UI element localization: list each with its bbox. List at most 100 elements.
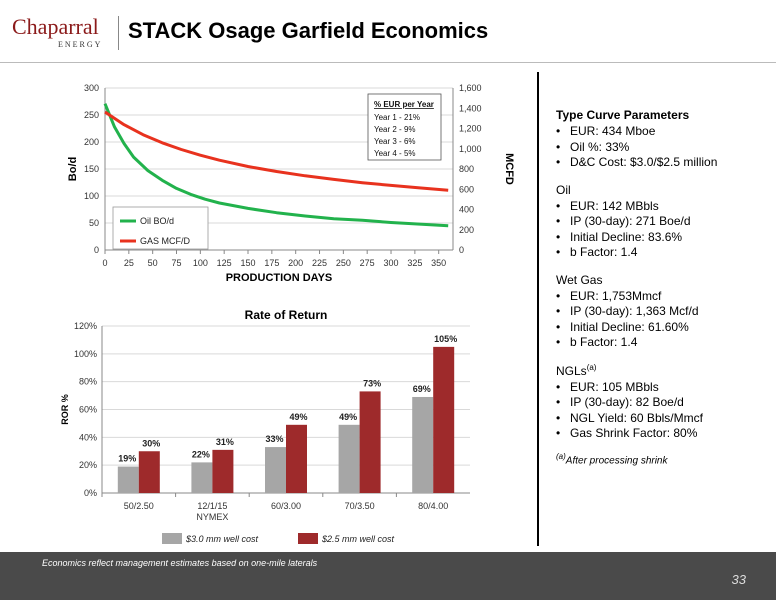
x-tick-label: 200 <box>288 258 303 268</box>
data-label: 69% <box>413 384 431 394</box>
legend-label: $3.0 mm well cost <box>185 534 259 544</box>
footnote-text: After processing shrink <box>565 454 668 466</box>
wet-gas-list: EUR: 1,753Mmcf IP (30-day): 1,363 Mcf/d … <box>556 289 766 351</box>
data-label: 49% <box>289 412 307 422</box>
legend-box <box>112 206 209 250</box>
list-item: EUR: 1,753Mmcf <box>556 289 766 305</box>
bar-3mm-cost <box>412 396 434 493</box>
annotation-line: Year 3 - 6% <box>374 137 416 146</box>
list-item: EUR: 434 Mboe <box>556 124 766 140</box>
y-axis-title: ROR % <box>60 394 70 425</box>
data-label: 30% <box>142 438 160 448</box>
x-tick-label: 50/2.50 <box>124 501 154 511</box>
x-tick-label: 75 <box>171 258 181 268</box>
list-item: NGL Yield: 60 Bbls/Mmcf <box>556 411 766 427</box>
y2-tick-label: 600 <box>459 184 474 194</box>
data-label: 19% <box>118 454 136 464</box>
x-tick-label: 350 <box>431 258 446 268</box>
oil-heading: Oil <box>556 182 571 197</box>
y-tick-label: 250 <box>84 110 99 120</box>
y-tick-label: 0% <box>84 488 97 498</box>
y2-tick-label: 1,000 <box>459 144 482 154</box>
x-tick-label: 150 <box>240 258 255 268</box>
bar-2-5mm-cost <box>138 451 160 493</box>
list-item: EUR: 105 MBbls <box>556 380 766 396</box>
title-divider <box>0 62 776 63</box>
x-tick-label: 225 <box>312 258 327 268</box>
legend-label: Oil BO/d <box>140 216 174 226</box>
y2-tick-label: 0 <box>459 245 464 255</box>
legend-label: $2.5 mm well cost <box>321 534 395 544</box>
y2-tick-label: 1,600 <box>459 83 482 93</box>
x-tick-label: 0 <box>102 258 107 268</box>
data-label: 22% <box>192 449 210 459</box>
x-tick-label: 125 <box>217 258 232 268</box>
x-axis-title: PRODUCTION DAYS <box>226 272 333 284</box>
wet-gas-heading: Wet Gas <box>556 272 603 287</box>
list-item: Initial Decline: 61.60% <box>556 320 766 336</box>
logo-subtext: ENERGY <box>58 40 103 49</box>
x-tick-label: 300 <box>384 258 399 268</box>
footnote-marker: (a) <box>556 451 566 461</box>
decline-curve-chart: 05010015020025030002004006008001,0001,20… <box>67 83 515 284</box>
legend-swatch <box>298 533 318 544</box>
y2-tick-label: 200 <box>459 225 474 235</box>
chart-title: Rate of Return <box>245 308 328 322</box>
list-item: IP (30-day): 1,363 Mcf/d <box>556 304 766 320</box>
data-label: 31% <box>216 437 234 447</box>
list-item: Gas Shrink Factor: 80% <box>556 426 766 442</box>
footer-note: Economics reflect management estimates b… <box>42 558 318 568</box>
annotation-line: Year 4 - 5% <box>374 149 416 158</box>
bar-2-5mm-cost <box>286 424 307 493</box>
list-item: Oil %: 33% <box>556 140 766 156</box>
ngls-section: NGLs(a) EUR: 105 MBbls IP (30-day): 82 B… <box>556 363 766 442</box>
company-logo: Chaparral ENERGY <box>12 14 112 54</box>
list-item: D&C Cost: $3.0/$2.5 million <box>556 155 766 171</box>
x-tick-label: 12/1/15 <box>197 501 227 511</box>
y2-tick-label: 800 <box>459 164 474 174</box>
chart-legend: Oil BO/d GAS MCF/D <box>112 206 209 250</box>
list-item: Initial Decline: 83.6% <box>556 230 766 246</box>
annotation-line: Year 2 - 9% <box>374 125 416 134</box>
y-tick-label: 120% <box>74 321 97 331</box>
y-tick-label: 20% <box>79 460 97 470</box>
list-item: b Factor: 1.4 <box>556 245 766 261</box>
y-tick-label: 60% <box>79 405 97 415</box>
y-tick-label: 100 <box>84 191 99 201</box>
bar-3mm-cost <box>265 447 286 493</box>
data-label: 33% <box>265 434 283 444</box>
rate-of-return-chart: Rate of Return 0% 20% 40% 60% 80% 100% 120% 19% 3… <box>60 308 470 544</box>
x-tick-label: 175 <box>264 258 279 268</box>
list-item: b Factor: 1.4 <box>556 335 766 351</box>
annotation-box <box>367 93 442 161</box>
x-tick-label: 275 <box>360 258 375 268</box>
y2-tick-label: 1,400 <box>459 103 482 113</box>
ngls-heading-text: NGLs <box>556 363 587 378</box>
chart-legend: $3.0 mm well cost $2.5 mm well cost <box>162 533 395 544</box>
oil-list: EUR: 142 MBbls IP (30-day): 271 Boe/d In… <box>556 199 766 261</box>
logo-wordmark: Chaparral <box>12 14 99 39</box>
x-tick-label: 100 <box>193 258 208 268</box>
wet-gas-section: Wet Gas EUR: 1,753Mmcf IP (30-day): 1,36… <box>556 273 766 351</box>
eur-annotation: % EUR per Year Year 1 - 21% Year 2 - 9% Yea… <box>367 93 442 161</box>
page-number: 33 <box>731 572 746 587</box>
x-tick-label: 325 <box>407 258 422 268</box>
bar-3mm-cost <box>338 424 360 493</box>
list-item: IP (30-day): 82 Boe/d <box>556 395 766 411</box>
oil-series-line <box>103 103 449 228</box>
ngls-list: EUR: 105 MBbls IP (30-day): 82 Boe/d NGL… <box>556 380 766 442</box>
annotation-heading: % EUR per Year <box>374 100 434 109</box>
x-tick-label: 25 <box>124 258 134 268</box>
bar-3mm-cost <box>117 466 139 493</box>
ngls-footnote-marker: (a) <box>586 362 597 372</box>
y-tick-label: 200 <box>84 137 99 147</box>
type-curve-parameters: Type Curve Parameters EUR: 434 Mboe Oil … <box>556 108 766 466</box>
data-label: 73% <box>363 378 381 388</box>
y-tick-label: 40% <box>79 432 97 442</box>
gas-series-line <box>104 110 449 192</box>
legend-swatch <box>162 533 182 544</box>
oil-section: Oil EUR: 142 MBbls IP (30-day): 271 Boe/… <box>556 183 766 261</box>
list-item: IP (30-day): 271 Boe/d <box>556 214 766 230</box>
y-tick-label: 100% <box>74 349 97 359</box>
type-curve-section: Type Curve Parameters EUR: 434 Mboe Oil … <box>556 108 766 171</box>
